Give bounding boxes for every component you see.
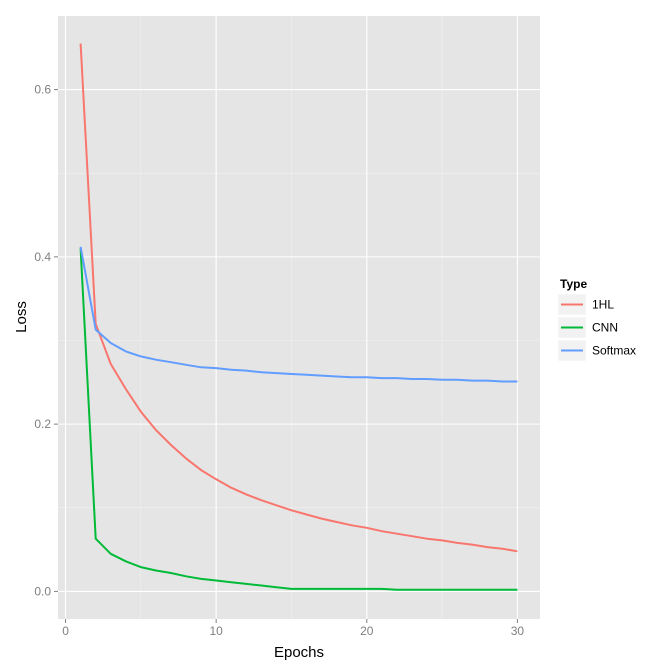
x-tick-label: 20 (360, 624, 374, 638)
legend-label: CNN (592, 321, 618, 335)
major-grid (58, 16, 540, 619)
minor-grid (58, 16, 540, 619)
legend-item-cnn: CNN (557, 316, 618, 339)
y-tick-label: 0.6 (34, 83, 51, 97)
series-line-softmax (79, 246, 518, 383)
legend-label: Softmax (592, 344, 636, 358)
legend: Type 1HL CNN Softmax (557, 277, 636, 362)
x-tick-label: 0 (62, 624, 69, 638)
y-axis-ticks: 0.0 0.2 0.4 0.6 (34, 83, 58, 598)
y-tick-label: 0.2 (34, 417, 51, 431)
y-tick-label: 0.4 (34, 250, 51, 264)
y-tick-label: 0.0 (34, 584, 51, 598)
legend-title: Type (560, 277, 587, 291)
series-line-cnn (79, 248, 518, 591)
legend-item-1hl: 1HL (557, 293, 614, 316)
y-axis-title: Loss (13, 301, 30, 333)
legend-label: 1HL (592, 298, 614, 312)
x-tick-label: 30 (511, 624, 525, 638)
x-axis-ticks: 0 10 20 30 (62, 619, 524, 638)
legend-items: 1HL CNN Softmax (557, 293, 636, 362)
series-lines (79, 43, 518, 591)
series-line-1hl (79, 43, 518, 553)
x-tick-label: 10 (209, 624, 223, 638)
legend-item-softmax: Softmax (557, 339, 636, 362)
x-axis-title: Epochs (274, 644, 324, 661)
plot-panel (58, 16, 540, 619)
